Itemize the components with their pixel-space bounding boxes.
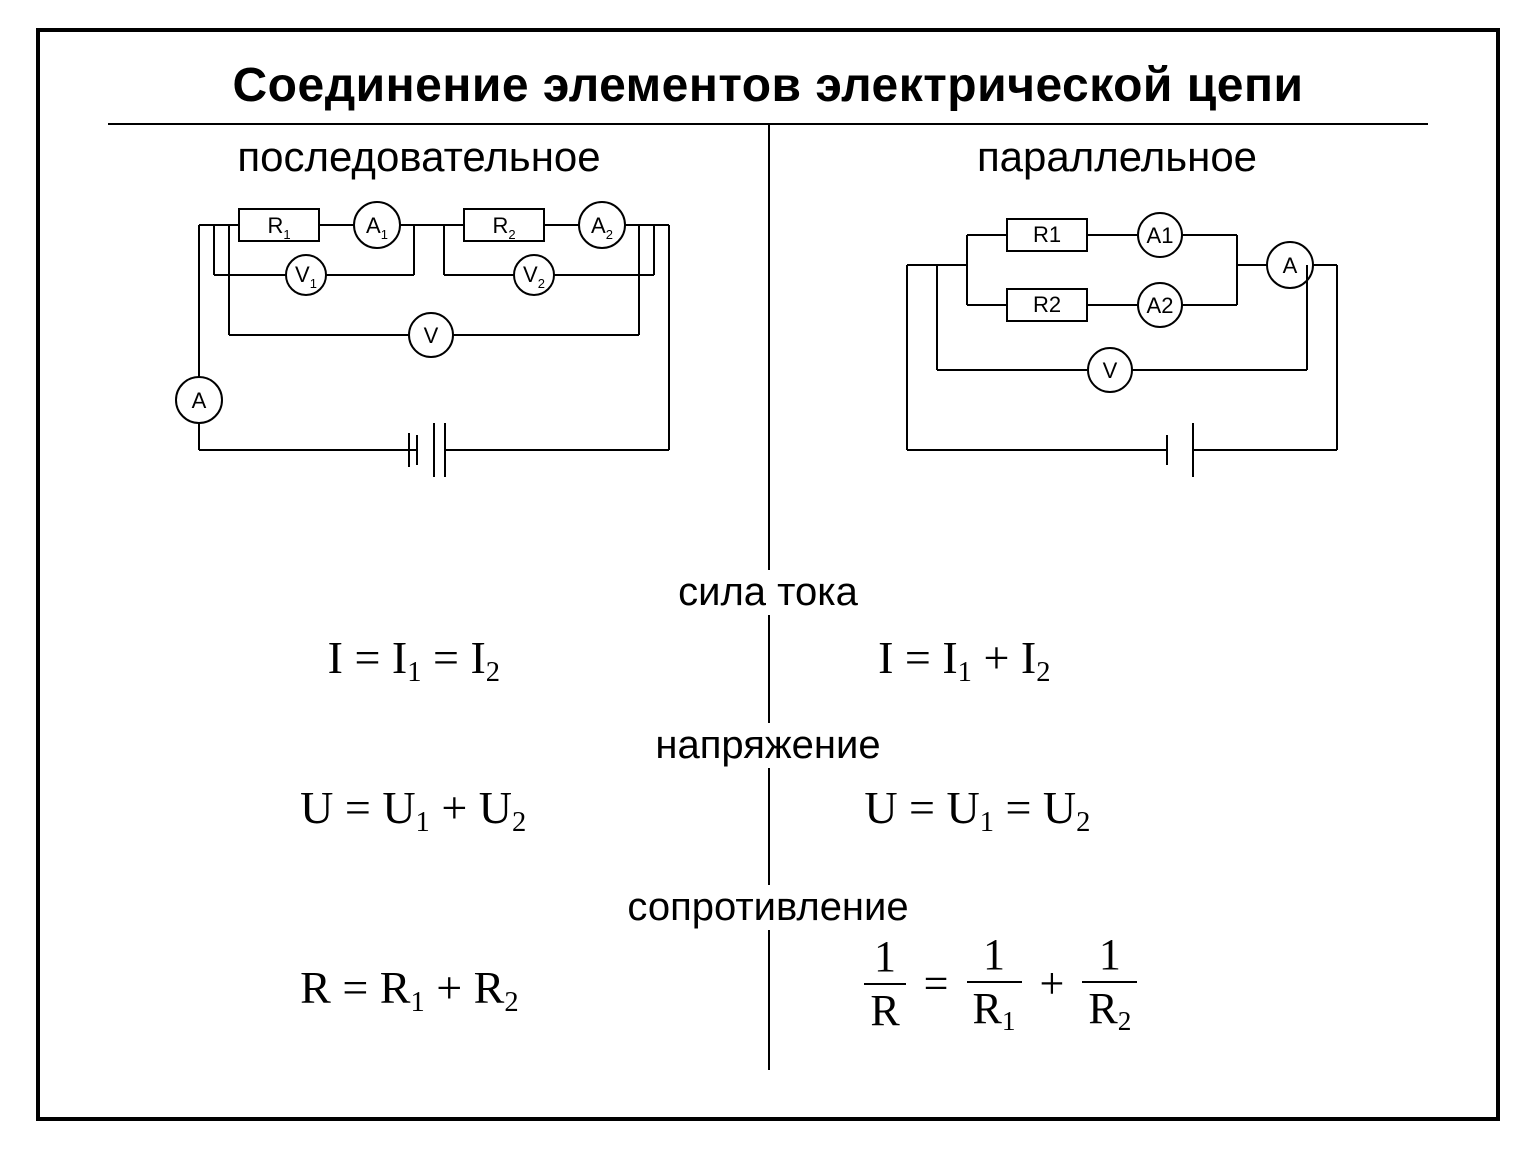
svg-text:R2: R2: [1033, 292, 1061, 317]
frac-lhs-num: 1: [868, 935, 902, 979]
series-circuit-svg: R1 R2 A1 A2 V1 V2 V A: [109, 195, 729, 480]
parallel-circuit-svg: R1 R2 A1 A2 A V: [837, 195, 1397, 480]
page-title: Соединение элементов электрической цепи: [80, 58, 1456, 113]
svg-text:V: V: [1103, 358, 1118, 383]
formula-series-resistance: R = R1 + R2: [300, 965, 518, 1018]
circuit-parallel: R1 R2 A1 A2 A V: [837, 195, 1397, 480]
formula-parallel-current: I = I1 + I2: [878, 635, 1050, 688]
heading-series: последовательное: [237, 133, 600, 181]
frac-bar: [1082, 981, 1137, 983]
frac-r1: 1 R1: [967, 933, 1022, 1035]
svg-text:A: A: [1283, 253, 1298, 278]
frac-r2-den: R2: [1082, 987, 1137, 1035]
columns-container: последовательное: [80, 125, 1456, 1070]
formula-series-current: I = I1 = I2: [328, 635, 500, 688]
frac-r2: 1 R2: [1082, 933, 1137, 1035]
frac-r1-num: 1: [977, 933, 1011, 977]
formula-parallel-resistance: 1 R = 1 R1 + 1 R2: [864, 933, 1137, 1035]
frac-bar: [864, 983, 905, 985]
formula-parallel-voltage: U = U1 = U2: [864, 785, 1090, 838]
frac-lhs-den: R: [864, 989, 905, 1033]
svg-text:R1: R1: [1033, 222, 1061, 247]
plus-sign: +: [1034, 962, 1071, 1006]
svg-text:V: V: [424, 323, 439, 348]
label-current: сила тока: [672, 570, 864, 615]
outer-frame: Соединение элементов электрической цепи …: [36, 28, 1500, 1121]
frac-r2-num: 1: [1093, 933, 1127, 977]
svg-text:A1: A1: [1147, 223, 1174, 248]
eq-sign: =: [918, 962, 955, 1006]
frac-lhs: 1 R: [864, 935, 905, 1033]
page: Соединение элементов электрической цепи …: [0, 0, 1536, 1149]
label-voltage: напряжение: [649, 723, 886, 768]
frac-bar: [967, 981, 1022, 983]
svg-text:A: A: [192, 388, 207, 413]
heading-parallel: параллельное: [977, 133, 1257, 181]
formula-series-voltage: U = U1 + U2: [300, 785, 526, 838]
frac-r1-den: R1: [967, 987, 1022, 1035]
label-resistance: сопротивление: [621, 885, 914, 930]
svg-text:A2: A2: [1147, 293, 1174, 318]
circuit-series: R1 R2 A1 A2 V1 V2 V A: [109, 195, 729, 480]
